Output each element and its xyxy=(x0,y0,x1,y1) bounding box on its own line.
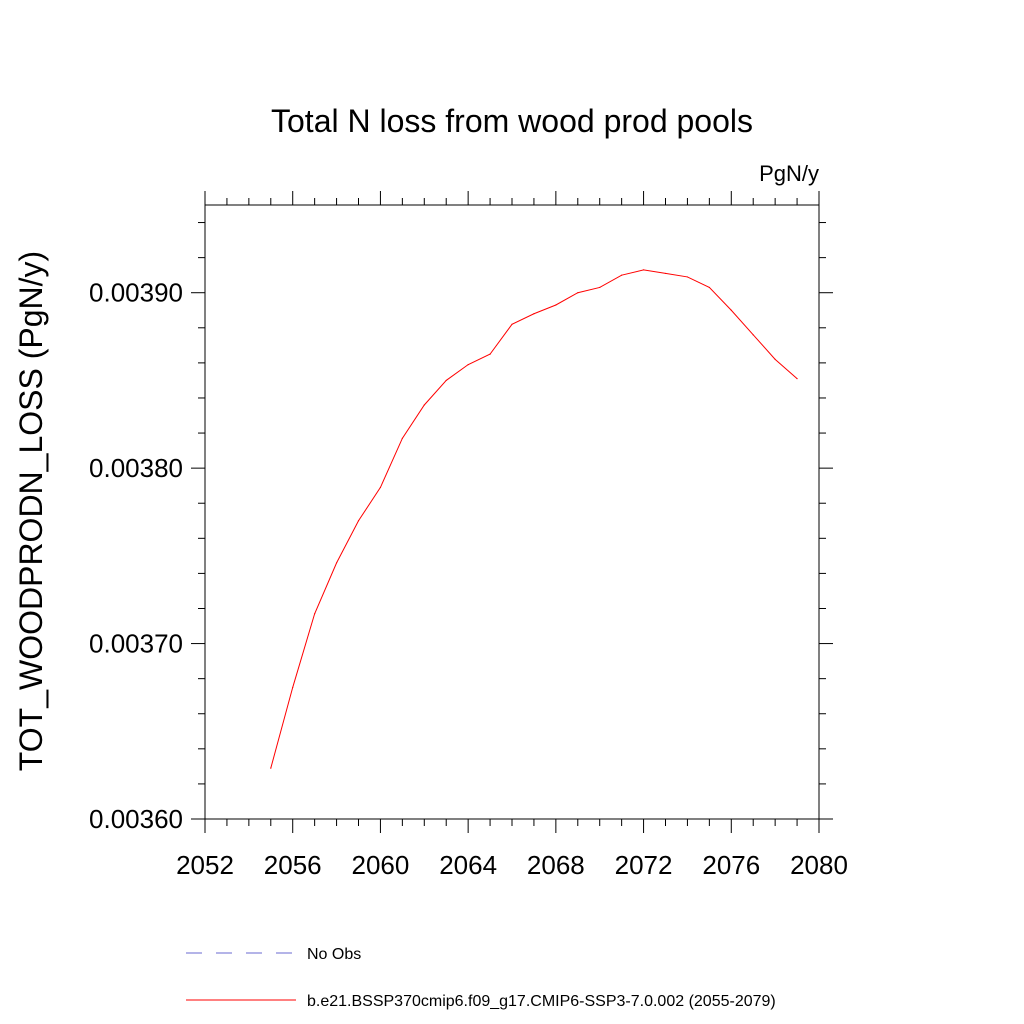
data-point xyxy=(730,309,732,311)
data-point xyxy=(270,767,272,769)
x-tick-label: 2060 xyxy=(352,850,410,880)
axis-ticks: 2052 2056 2060 2064 2068 2072 2076 2080 0.00360 0… xyxy=(89,191,848,880)
data-point xyxy=(533,313,535,315)
data-point xyxy=(752,334,754,336)
data-point xyxy=(577,292,579,294)
data-point xyxy=(621,274,623,276)
data-point xyxy=(292,686,294,689)
units-label: PgN/y xyxy=(759,161,819,186)
x-tick-label: 2068 xyxy=(527,850,585,880)
plot-frame xyxy=(204,204,820,820)
data-point xyxy=(708,286,710,289)
x-tick-label: 2076 xyxy=(702,850,760,880)
data-point xyxy=(555,304,557,306)
data-point xyxy=(357,520,360,522)
data-point xyxy=(686,276,689,278)
legend: No Obs b.e21.BSSP370cmip6.f09_g17.CMIP6-S… xyxy=(186,946,776,1010)
data-point xyxy=(445,379,447,382)
series-line xyxy=(270,269,798,769)
data-point xyxy=(423,404,425,406)
data-point xyxy=(664,272,667,275)
plot-area xyxy=(270,269,798,769)
x-tick-label: 2072 xyxy=(615,850,673,880)
data-point xyxy=(774,358,776,360)
chart-title: Total N loss from wood prod pools xyxy=(271,103,753,139)
data-point xyxy=(511,323,513,325)
x-tick-label: 2064 xyxy=(439,850,497,880)
y-tick-label: 0.00380 xyxy=(89,453,183,483)
data-point xyxy=(599,286,601,289)
x-tick-label: 2080 xyxy=(790,850,848,880)
x-tick-label: 2052 xyxy=(176,850,234,880)
data-point xyxy=(642,269,645,271)
x-tick-label: 2056 xyxy=(264,850,322,880)
data-point xyxy=(489,353,491,355)
data-point xyxy=(335,562,338,564)
legend-label: b.e21.BSSP370cmip6.f09_g17.CMIP6-SSP3-7.… xyxy=(307,993,776,1010)
data-point xyxy=(401,437,403,439)
y-tick-label: 0.00390 xyxy=(89,278,183,308)
data-point xyxy=(379,486,382,489)
y-tick-label: 0.00360 xyxy=(89,804,183,834)
legend-label: No Obs xyxy=(307,946,361,963)
data-point xyxy=(314,613,316,615)
y-axis-label: TOT_WOODPRODN_LOSS (PgN/y) xyxy=(13,251,49,771)
data-point xyxy=(467,364,469,366)
data-point xyxy=(796,378,798,380)
y-tick-label: 0.00370 xyxy=(89,629,183,659)
